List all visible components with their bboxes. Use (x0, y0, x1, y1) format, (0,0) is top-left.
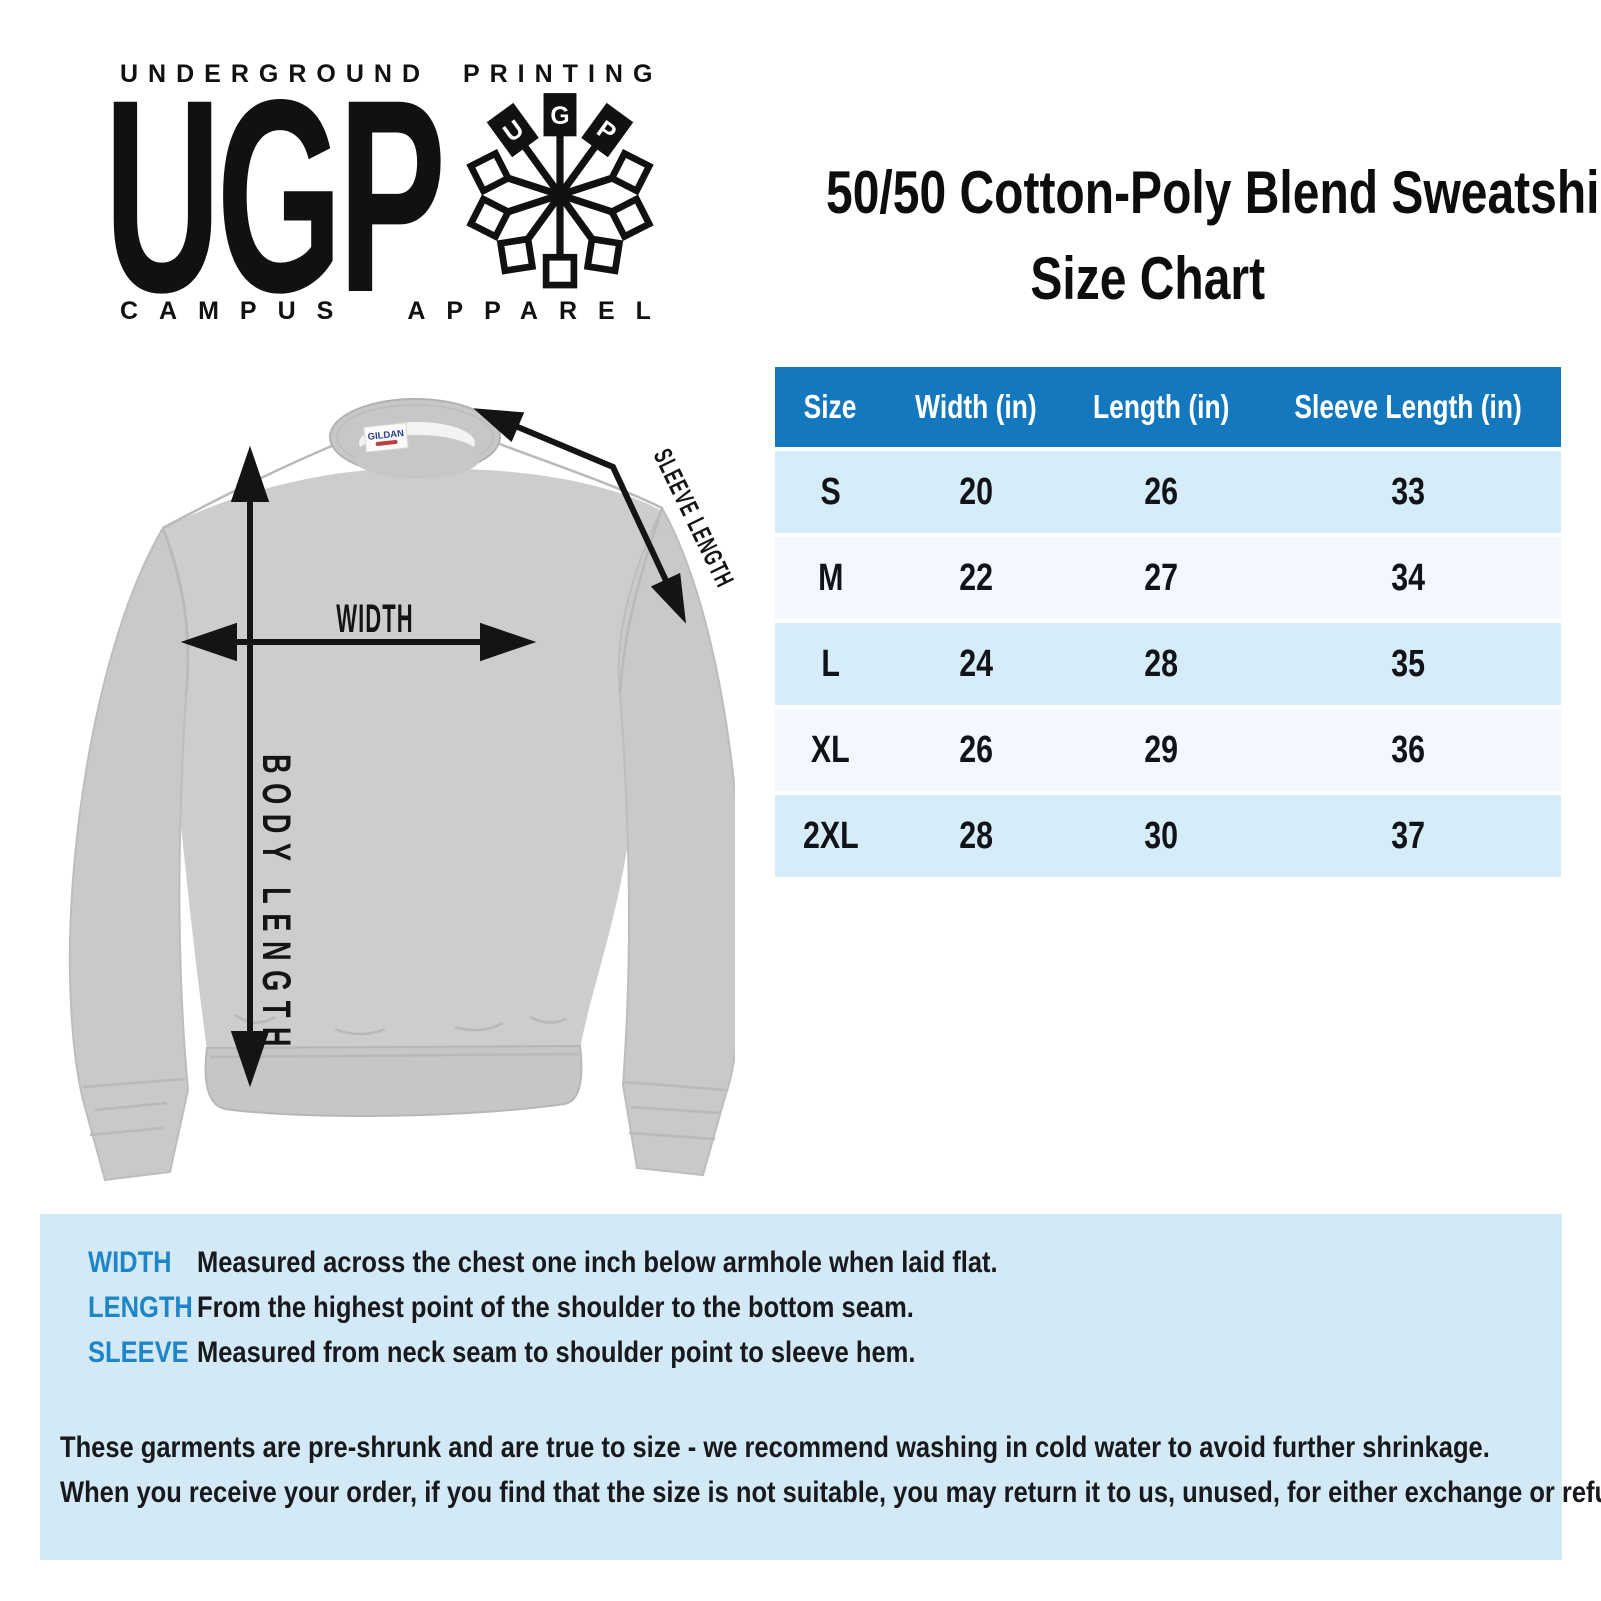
brand-tag-text: GILDAN (367, 428, 405, 443)
definition-text: From the highest point of the shoulder t… (197, 1290, 914, 1324)
table-row: M 22 27 34 (775, 537, 1561, 619)
header-width: Width (in) (915, 388, 1037, 425)
width-label: WIDTH (336, 596, 414, 641)
logo-acronym: UGP (104, 43, 446, 350)
table-row: 2XL 28 30 37 (775, 795, 1561, 877)
care-paragraph: These garments are pre-shrunk and are tr… (60, 1425, 1601, 1515)
measurement-notes-box: WIDTH Measured across the chest one inch… (40, 1214, 1601, 1560)
sweatshirt-body (160, 469, 660, 1050)
page-title-line1: 50/50 Cotton-Poly Blend Sweatshirt (826, 159, 1601, 226)
size-chart-table: Size Width (in) Length (in) Sleeve Lengt… (775, 367, 1561, 877)
flag-letter-g: G (550, 103, 569, 130)
header-length: Length (in) (1092, 388, 1230, 425)
page-title: 50/50 Cotton-Poly Blend Sweatshirt Size … (725, 150, 1601, 322)
sweatshirt-right-sleeve (617, 505, 735, 1177)
table-row: XL 26 29 36 (775, 709, 1561, 791)
header-size: Size (804, 388, 857, 425)
definition-row: SLEEVE Measured from neck seam to should… (88, 1330, 1532, 1375)
definition-term: LENGTH (88, 1290, 193, 1324)
body-length-label: BODY LENGTH (254, 754, 298, 1056)
definition-text: Measured across the chest one inch below… (197, 1245, 998, 1279)
sweatshirt-waistband (204, 1044, 583, 1117)
care-paragraph-line2: When you receive your order, if you find… (60, 1476, 1601, 1509)
tag-red-mark (375, 440, 398, 446)
ugp-pinwheel-icon: U G P (466, 93, 654, 289)
logo-bottom-text: CAMPUS APPAREL (120, 297, 672, 325)
page-title-line2: Size Chart (1030, 245, 1265, 312)
brand-tag: GILDAN (363, 422, 409, 453)
definition-term: WIDTH (88, 1245, 172, 1279)
sleeve-length-arrow (480, 409, 685, 617)
definition-row: WIDTH Measured across the chest one inch… (88, 1240, 1532, 1285)
definition-text: Measured from neck seam to shoulder poin… (197, 1335, 916, 1369)
table-row: S 20 26 33 (775, 451, 1561, 533)
logo-top-text: UNDERGROUND PRINTING (120, 60, 663, 88)
table-row: L 24 28 35 (775, 623, 1561, 705)
header-sleeve: Sleeve Length (in) (1294, 388, 1523, 425)
sweatshirt-collar (329, 398, 501, 479)
care-paragraph-line1: These garments are pre-shrunk and are tr… (60, 1431, 1490, 1464)
definition-term: SLEEVE (88, 1335, 189, 1369)
sweatshirt-measurement-diagram: GILDAN WIDTH BODY LENGTH SLEEVE LENGTH (68, 398, 735, 1182)
definition-row: LENGTH From the highest point of the sho… (88, 1285, 1532, 1330)
table-header-row: Size Width (in) Length (in) Sleeve Lengt… (775, 367, 1561, 447)
